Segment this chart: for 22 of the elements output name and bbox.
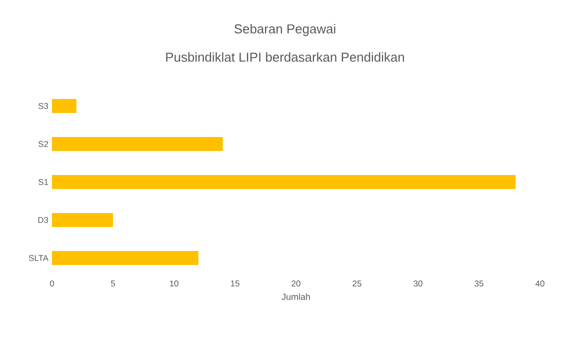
y-tick-label: S2 — [38, 141, 48, 147]
x-tick-label: 25 — [352, 280, 362, 287]
x-tick-label: 5 — [110, 280, 116, 286]
x-tick-label: 40 — [535, 280, 544, 287]
bar — [52, 213, 114, 227]
y-tick-label: SLTA — [28, 255, 48, 261]
y-tick-label: D3 — [38, 217, 48, 223]
x-axis-title: Jumlah — [282, 293, 310, 300]
x-tick-label: 10 — [170, 280, 178, 287]
bar — [52, 137, 223, 151]
x-tick-label: 30 — [414, 280, 422, 287]
y-tick-label: S1 — [38, 179, 48, 185]
bar — [52, 99, 76, 113]
x-tick-label: 35 — [474, 280, 484, 287]
x-tick-label: 20 — [292, 280, 300, 287]
chart-subtitle: Pusbindiklat LIPI berdasarkan Pendidikan — [166, 52, 404, 62]
y-tick-label: S3 — [38, 103, 48, 109]
x-tick-label: 0 — [50, 280, 54, 287]
x-tick-label: 15 — [230, 280, 240, 286]
bar — [52, 251, 198, 265]
bar — [52, 175, 516, 189]
chart-title: Sebaran Pegawai — [234, 24, 336, 36]
